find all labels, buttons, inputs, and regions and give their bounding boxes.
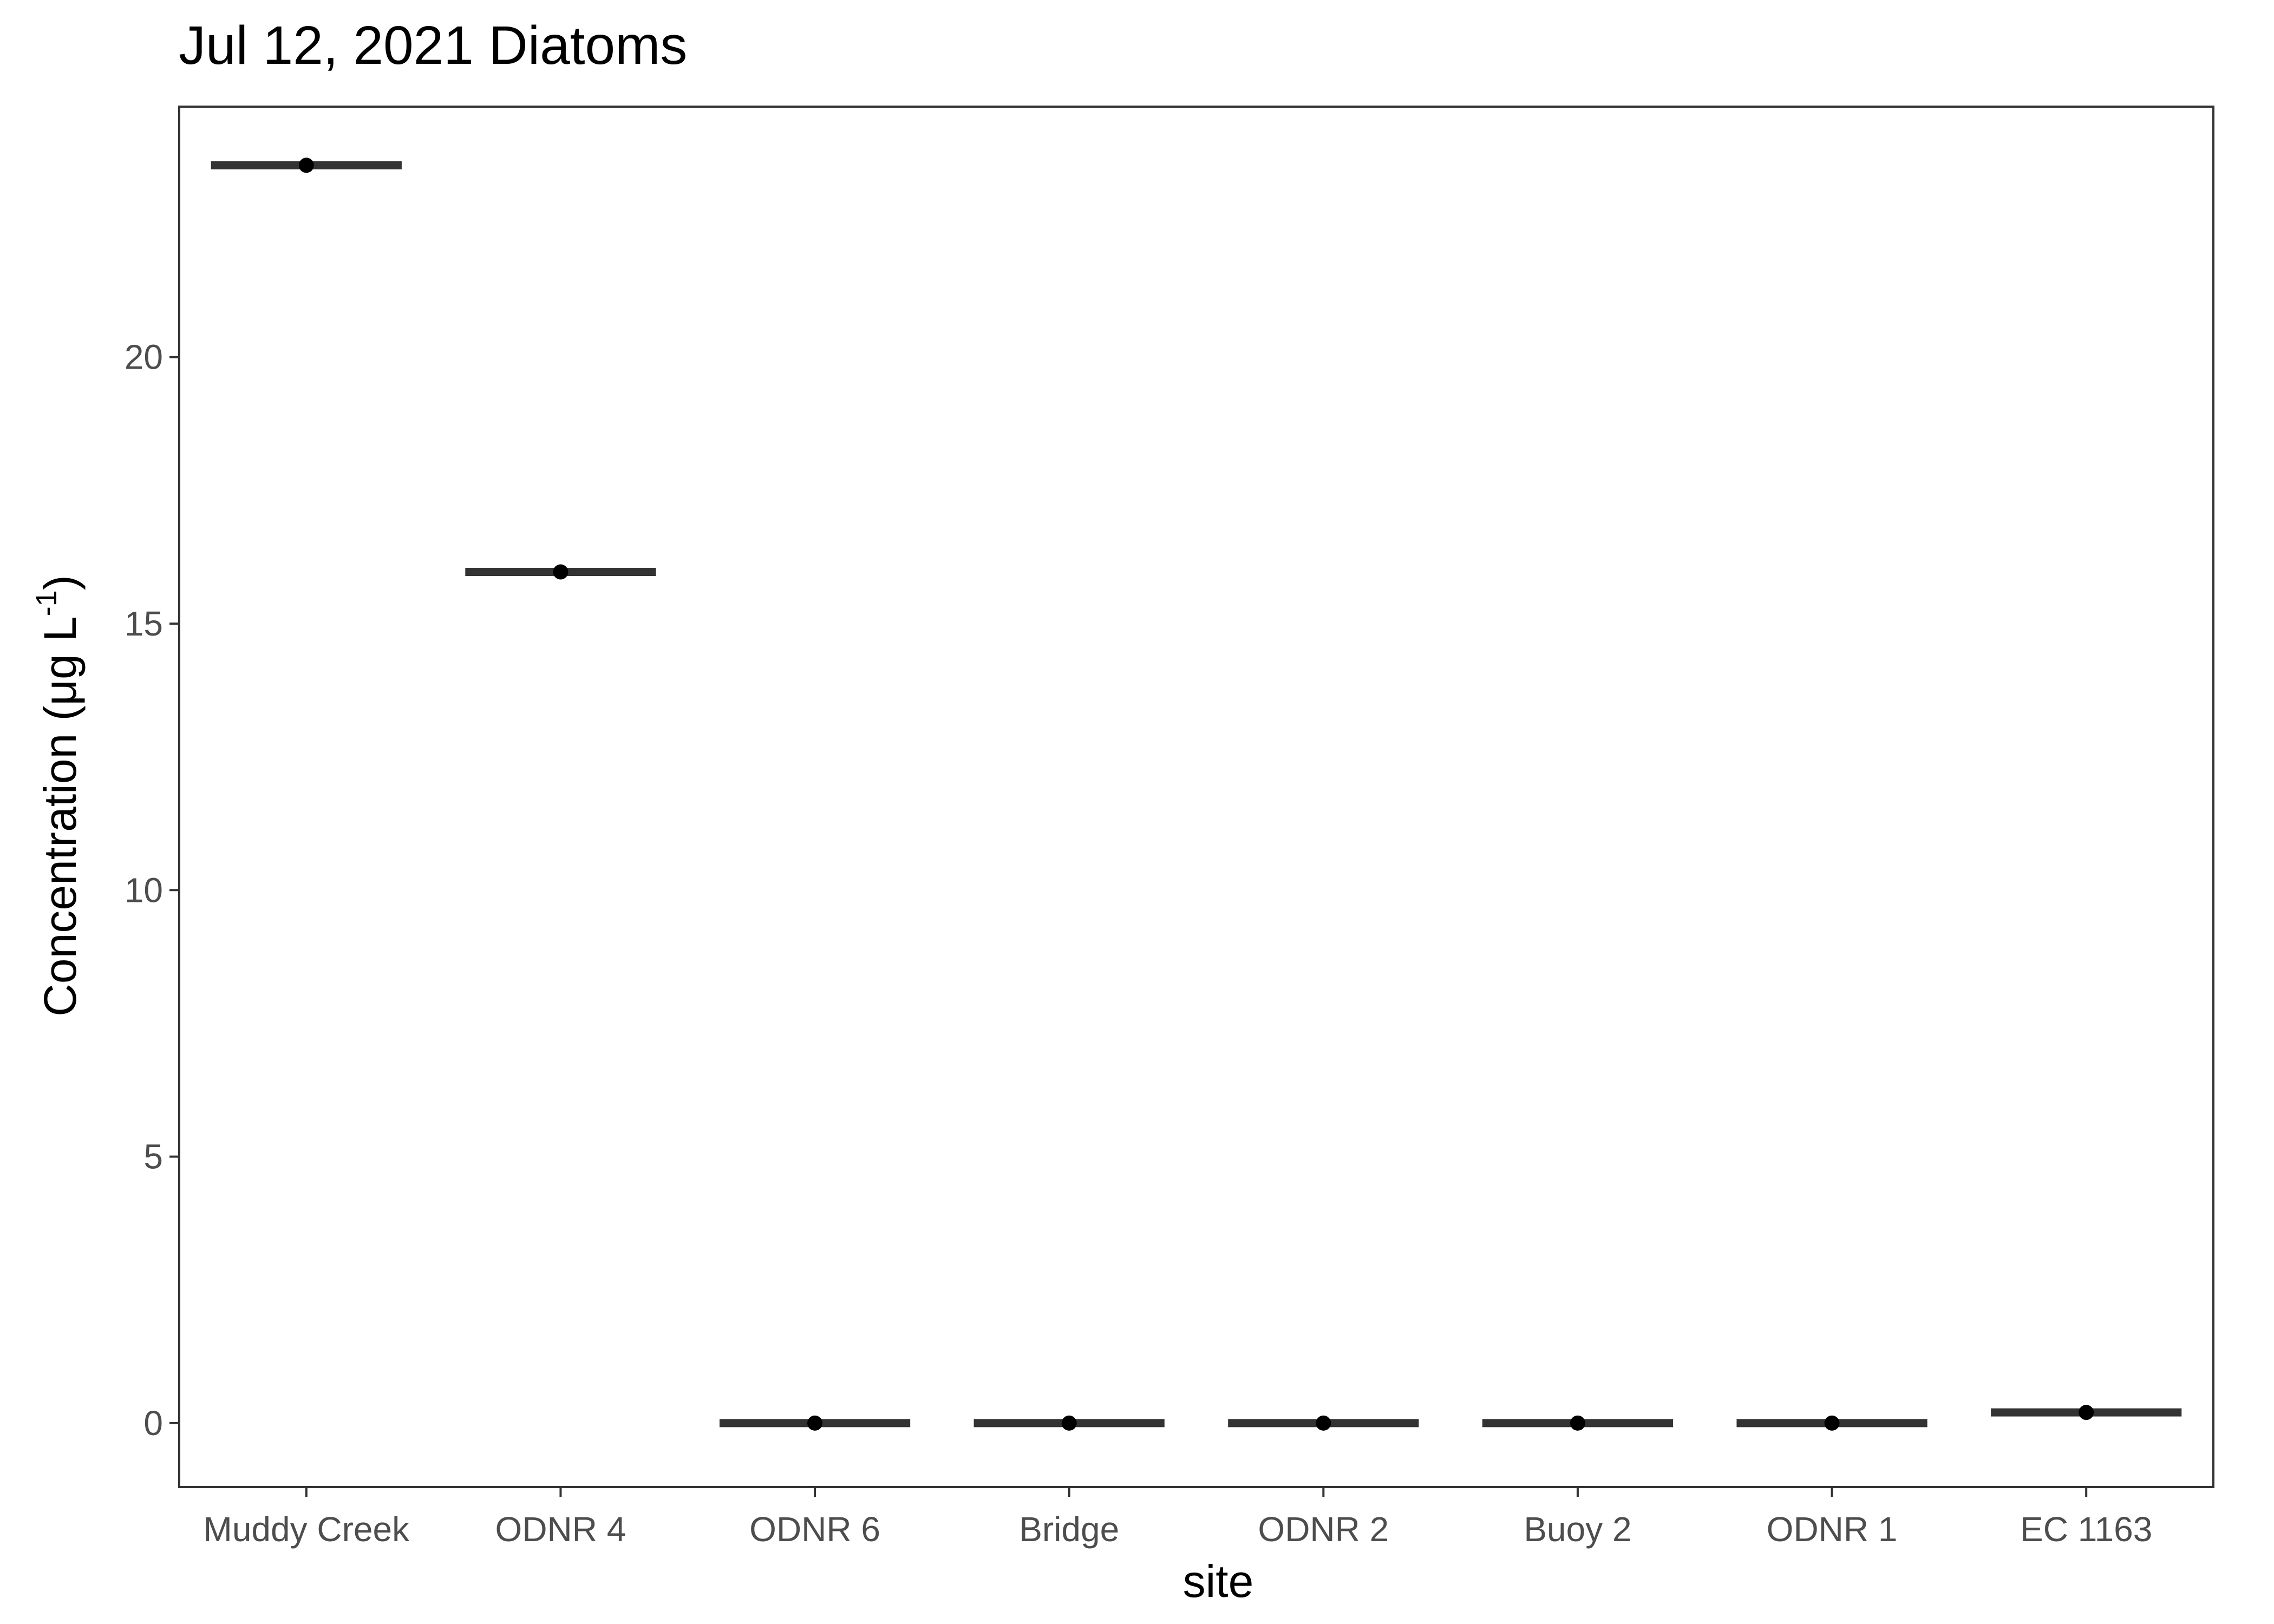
y-axis-title: Concentration (μg L-1) bbox=[30, 575, 86, 1016]
x-axis: Muddy Creek ODNR 4 ODNR 6 Bridge ODNR 2 Buoy … bbox=[204, 1487, 2152, 1549]
y-axis-title-superscript: -1 bbox=[30, 590, 63, 616]
x-tick-label: Muddy Creek bbox=[204, 1510, 410, 1549]
x-tick-label: ODNR 4 bbox=[495, 1510, 626, 1549]
y-tick-label: 5 bbox=[143, 1137, 163, 1176]
data-point bbox=[553, 564, 568, 580]
x-axis-title: site bbox=[1183, 1556, 1254, 1607]
data-point bbox=[2079, 1405, 2094, 1420]
y-tick-label: 10 bbox=[125, 870, 163, 909]
data-point bbox=[1824, 1415, 1840, 1431]
x-tick-label: Buoy 2 bbox=[1524, 1510, 1631, 1549]
x-tick-label: ODNR 2 bbox=[1258, 1510, 1389, 1549]
x-tick-label: ODNR 6 bbox=[749, 1510, 880, 1549]
data-point bbox=[1316, 1415, 1331, 1431]
x-tick-label: Bridge bbox=[1019, 1510, 1119, 1549]
data-point bbox=[807, 1415, 823, 1431]
y-axis-title-main: Concentration (μg L bbox=[35, 616, 86, 1016]
panel-border bbox=[178, 106, 2214, 1488]
data-point bbox=[1570, 1415, 1585, 1431]
x-tick-label: EC 1163 bbox=[2020, 1510, 2152, 1549]
y-tick-label: 20 bbox=[125, 338, 163, 377]
chart-title: Jul 12, 2021 Diatoms bbox=[179, 15, 687, 76]
y-tick-label: 0 bbox=[143, 1404, 163, 1443]
data-point bbox=[1061, 1415, 1077, 1431]
y-tick-label: 15 bbox=[125, 604, 163, 643]
x-tick-label: ODNR 1 bbox=[1767, 1510, 1898, 1549]
plot-area bbox=[211, 158, 2182, 1431]
y-axis-title-close: ) bbox=[35, 575, 86, 590]
y-axis: 0 5 10 15 20 bbox=[125, 338, 179, 1443]
data-point bbox=[298, 158, 314, 173]
